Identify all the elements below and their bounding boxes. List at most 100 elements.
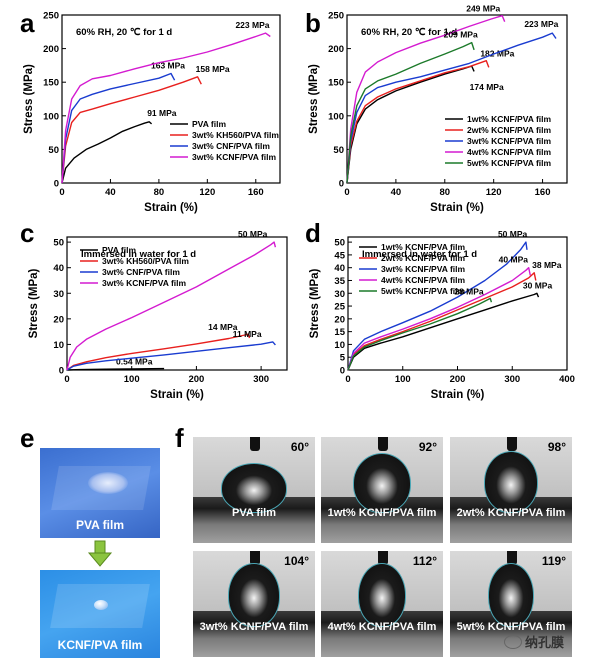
legend-entry: 3wt% KH560/PVA film <box>192 130 279 140</box>
y-tick-label: 35 <box>334 276 345 287</box>
chart-condition: Immersed in water for 1 d <box>81 249 196 260</box>
contact-angle-caption: 4wt% KCNF/PVA film <box>327 621 437 633</box>
y-tick-label: 30 <box>334 289 345 300</box>
x-axis-label: Strain (%) <box>431 389 485 401</box>
legend-entry: 3wt% KCNF/PVA film <box>467 136 552 146</box>
contact-angle-caption: 3wt% KCNF/PVA film <box>199 621 309 633</box>
watermark: 纳孔膜 <box>504 632 564 651</box>
peak-label: 163 MPa <box>151 60 185 70</box>
legend-entry: 4wt% KCNF/PVA film <box>467 147 552 157</box>
syringe-needle <box>507 551 517 565</box>
legend-entry: 4wt% KCNF/PVA film <box>381 275 466 285</box>
y-tick-label: 200 <box>43 44 59 55</box>
y-tick-label: 50 <box>53 238 64 249</box>
y-tick-label: 5 <box>340 353 346 364</box>
contact-angle-value: 98° <box>547 440 566 454</box>
panel-label-e: e <box>20 423 35 453</box>
chart-condition: 60% RH, 20 ℃ for 1 d <box>361 27 457 38</box>
series-line <box>346 60 490 184</box>
x-tick-label: 100 <box>395 374 411 385</box>
pva-film-caption: PVA film <box>75 518 124 532</box>
water-droplet <box>484 451 538 513</box>
legend-entry: 5wt% KCNF/PVA film <box>467 158 552 168</box>
contact-angle-value: 119° <box>541 554 566 568</box>
pva-film-photo: PVA film <box>40 448 160 538</box>
legend-entry: 3wt% KCNF/PVA film <box>102 278 187 288</box>
series-line <box>347 297 493 371</box>
legend-entry: PVA film <box>102 245 136 255</box>
chart-condition: 60% RH, 20 ℃ for 1 d <box>76 27 172 38</box>
legend-entry: 2wt% KCNF/PVA film <box>467 125 552 135</box>
contact-angle-image: 98° 2wt% KCNF/PVA film <box>450 437 572 543</box>
series-line <box>347 272 537 371</box>
chart-c-stress-strain: 0 100 200 300 0 10 20 30 40 50 Strain (%) Stress (M… <box>28 229 288 401</box>
contact-angle-value: 104° <box>284 554 309 568</box>
legend-entry: 1wt% KCNF/PVA film <box>381 242 466 252</box>
y-tick-label: 10 <box>53 340 64 351</box>
panel-label-c: c <box>20 218 35 248</box>
peak-label: 0.54 MPa <box>116 357 153 367</box>
peak-label: 174 MPa <box>470 82 504 92</box>
peak-label: 38 MPa <box>532 260 562 270</box>
series-line <box>346 41 475 184</box>
x-tick-label: 160 <box>535 187 551 198</box>
x-axis-label: Strain (%) <box>430 202 484 214</box>
chart-a-stress-strain: 0 40 80 120 160 0 50 100 150 200 250 Strain (%) Stre… <box>23 11 281 214</box>
y-tick-label: 25 <box>334 302 345 313</box>
panel-label-b: b <box>305 8 321 38</box>
y-tick-label: 50 <box>333 145 344 156</box>
kcnf-pva-film-caption: KCNF/PVA film <box>57 638 143 652</box>
peak-label: 209 MPa <box>444 30 478 40</box>
contact-angle-image: 112° 4wt% KCNF/PVA film <box>321 551 443 657</box>
x-tick-label: 160 <box>248 187 264 198</box>
chart-condition: Immersed in water for 1 d <box>362 249 477 260</box>
chart-b-stress-strain: 0 40 80 120 160 0 50 100 150 200 250 Strain (%) Stre… <box>308 4 568 214</box>
x-tick-label: 120 <box>486 187 502 198</box>
plot-frame <box>66 236 288 371</box>
syringe-needle <box>250 551 260 565</box>
legend-entry: 2wt% KCNF/PVA film <box>381 253 466 263</box>
series-line <box>66 367 165 371</box>
y-tick-label: 15 <box>334 327 345 338</box>
legend-entry: 5wt% KCNF/PVA film <box>381 286 466 296</box>
plot-frame <box>61 14 281 184</box>
x-tick-label: 100 <box>124 374 140 385</box>
water-droplet <box>228 563 280 627</box>
contact-angle-caption: 1wt% KCNF/PVA film <box>327 507 437 519</box>
y-tick-label: 45 <box>334 250 345 261</box>
legend-entry: 3wt% CNF/PVA film <box>192 141 270 151</box>
peak-label: 223 MPa <box>235 20 269 30</box>
y-tick-label: 0 <box>339 179 344 190</box>
contact-angle-caption: 5wt% KCNF/PVA film <box>456 621 566 633</box>
series-line <box>61 76 202 184</box>
y-tick-label: 50 <box>48 145 59 156</box>
x-tick-label: 0 <box>344 187 349 198</box>
x-tick-label: 200 <box>188 374 204 385</box>
y-tick-label: 40 <box>334 263 345 274</box>
peak-label: 28 MPa <box>454 286 484 296</box>
panel-label-a: a <box>20 8 35 38</box>
syringe-needle <box>378 437 388 451</box>
syringe-needle <box>378 551 388 565</box>
peak-label: 158 MPa <box>196 64 230 74</box>
peak-label: 14 MPa <box>208 322 238 332</box>
x-tick-label: 300 <box>504 374 520 385</box>
panel-label-f: f <box>175 423 184 453</box>
y-tick-label: 0 <box>59 366 64 377</box>
legend-entry: 3wt% CNF/PVA film <box>102 267 180 277</box>
peak-label: 40 MPa <box>499 255 529 265</box>
panel-label-d: d <box>305 218 321 248</box>
series-line <box>66 241 277 371</box>
y-axis-label: Stress (MPa) <box>23 64 35 134</box>
x-tick-label: 0 <box>59 187 64 198</box>
y-tick-label: 0 <box>340 366 345 377</box>
y-tick-label: 50 <box>334 238 345 249</box>
x-tick-label: 120 <box>199 187 215 198</box>
contact-angle-value: 60° <box>290 440 309 454</box>
y-tick-label: 150 <box>43 78 59 89</box>
y-tick-label: 0 <box>54 179 59 190</box>
peak-label: 50 MPa <box>238 229 268 239</box>
contact-angle-image: 119° 5wt% KCNF/PVA film <box>450 551 572 657</box>
peak-label: 91 MPa <box>147 108 177 118</box>
